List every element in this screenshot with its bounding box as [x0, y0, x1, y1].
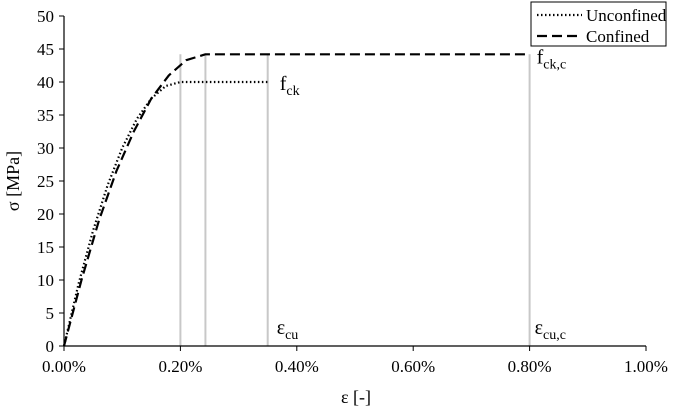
legend-label-confined: Confined	[586, 27, 650, 46]
annotation-fck: fck	[280, 73, 300, 99]
y-tick-label: 0	[46, 337, 55, 356]
annotation-ecu: εcu	[277, 317, 299, 343]
y-tick-label: 30	[37, 139, 54, 158]
legend: Unconfined Confined	[530, 1, 667, 47]
y-tick-label: 35	[37, 106, 54, 125]
x-tick-label: 0.00%	[42, 357, 86, 376]
y-axis-title: σ [MPa]	[3, 151, 23, 211]
legend-box	[530, 1, 667, 47]
x-tick-label: 1.00%	[624, 357, 668, 376]
y-tick-label: 5	[46, 304, 55, 323]
y-tick-label: 25	[37, 172, 54, 191]
annotation-fckc: fck,c	[537, 46, 567, 72]
x-axis-ticks: 0.00% 0.20% 0.40% 0.60% 0.80% 1.00%	[42, 346, 668, 376]
x-tick-label: 0.60%	[391, 357, 435, 376]
y-tick-label: 20	[37, 205, 54, 224]
y-tick-label: 50	[37, 7, 54, 26]
reference-lines	[179, 54, 531, 346]
x-tick-label: 0.20%	[158, 357, 202, 376]
y-axis-ticks: 0 5 10 15 20 25 30 35 40 45 50	[37, 7, 64, 356]
series-line-confined	[62, 53, 530, 347]
annotations: fck fck,c εcu εcu,c	[277, 46, 567, 343]
x-axis-title: ε [-]	[341, 387, 371, 407]
series-group	[62, 53, 530, 347]
x-tick-label: 0.80%	[508, 357, 552, 376]
y-tick-label: 40	[37, 73, 54, 92]
series-line-unconfined	[62, 80, 268, 347]
y-tick-label: 45	[37, 40, 54, 59]
legend-label-unconfined: Unconfined	[586, 6, 667, 25]
x-tick-label: 0.40%	[275, 357, 319, 376]
y-tick-label: 15	[37, 238, 54, 257]
y-tick-label: 10	[37, 271, 54, 290]
annotation-ecuc: εcu,c	[535, 317, 566, 343]
